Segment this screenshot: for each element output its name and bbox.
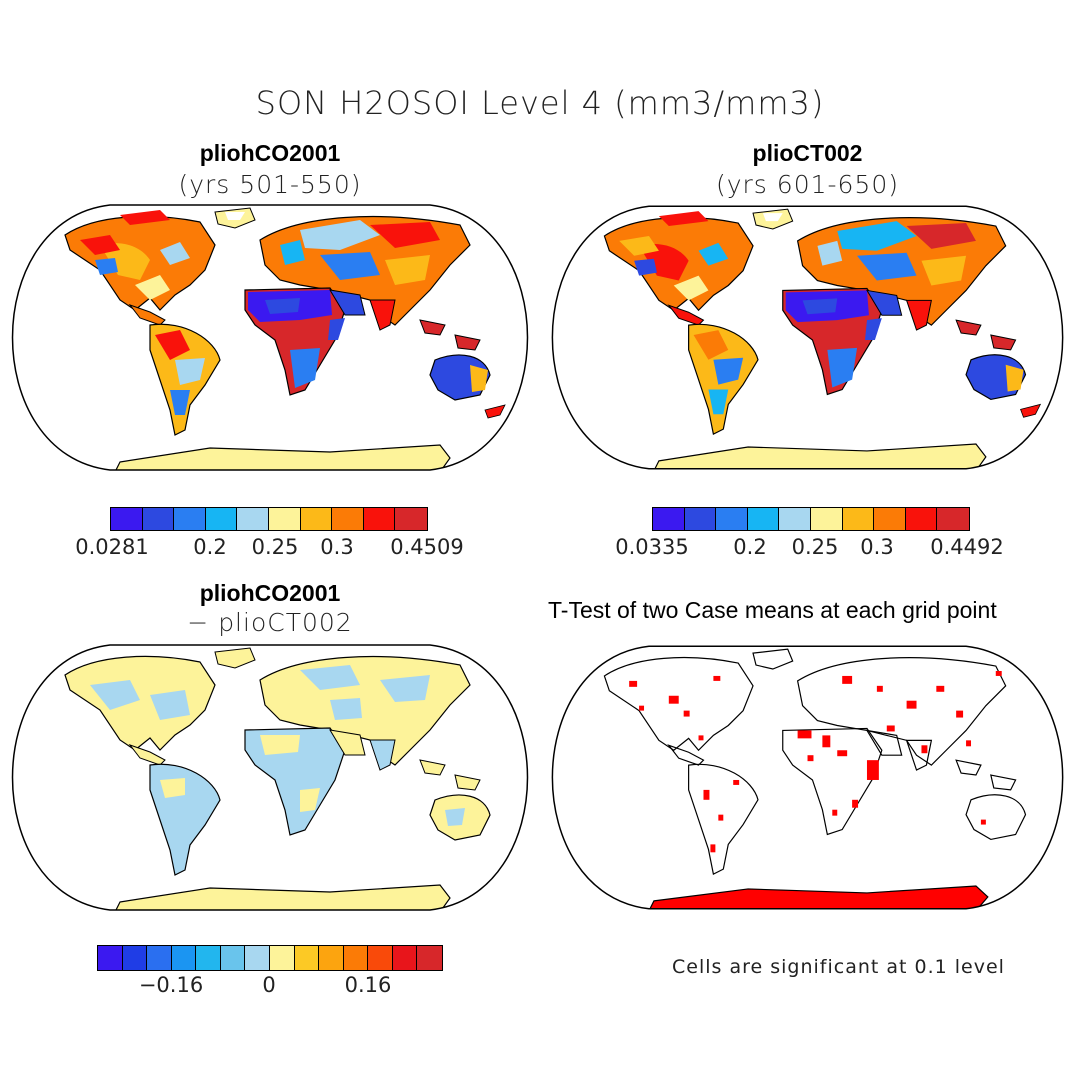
colorbar-swatch <box>684 508 717 530</box>
colorbar-tr <box>652 507 970 531</box>
colorbar-tl-labels: 0.0281 0.2 0.25 0.3 0.4509 <box>0 535 545 561</box>
map-tr <box>551 205 1064 470</box>
colorbar-swatch <box>245 946 270 970</box>
cbar-tl-label: 0.3 <box>320 535 354 559</box>
colorbar-swatch <box>220 946 246 970</box>
panel-tr-subtitle: (yrs 601-650) <box>715 170 899 199</box>
colorbar-swatch <box>171 946 197 970</box>
cbar-tr-label: 0.2 <box>733 535 767 559</box>
colorbar-swatch <box>905 508 938 530</box>
colorbar-swatch <box>205 508 238 530</box>
colorbar-tl <box>110 507 428 531</box>
map-tl <box>11 204 529 471</box>
cbar-tr-label: 0.25 <box>791 535 839 559</box>
colorbar-swatch <box>268 508 301 530</box>
colorbar-swatch <box>937 508 969 530</box>
colorbar-swatch <box>300 508 333 530</box>
cbar-tl-label: 0.4509 <box>390 535 464 559</box>
colorbar-swatch <box>98 946 123 970</box>
colorbar-swatch <box>810 508 843 530</box>
colorbar-swatch <box>842 508 875 530</box>
colorbar-swatch <box>147 946 172 970</box>
panel-br-title: T-Test of two Case means at each grid po… <box>548 597 997 623</box>
cbar-tr-label: 0.0335 <box>615 535 689 559</box>
cbar-tr-label: 0.3 <box>860 535 894 559</box>
significance-note: Cells are significant at 0.1 level <box>672 956 1005 978</box>
colorbar-swatch <box>779 508 811 530</box>
colorbar-swatch <box>368 946 393 970</box>
cbar-tl-label: 0.0281 <box>75 535 149 559</box>
cbar-tl-label: 0.2 <box>193 535 227 559</box>
panel-tr-title: plioCT002 <box>752 140 863 166</box>
cbar-bl-label: −0.16 <box>138 973 204 997</box>
colorbar-swatch <box>174 508 206 530</box>
colorbar-swatch <box>142 508 175 530</box>
colorbar-swatch <box>716 508 748 530</box>
colorbar-swatch <box>343 946 369 970</box>
panel-tl-subtitle: (yrs 501-550) <box>178 170 362 199</box>
cbar-bl-label: 0.16 <box>344 973 392 997</box>
colorbar-bl-labels: −0.16 0 0.16 <box>0 973 545 999</box>
map-bl <box>11 644 529 911</box>
panel-bl-subtitle: − plioCT002 <box>187 608 353 637</box>
colorbar-swatch <box>653 508 685 530</box>
colorbar-swatch <box>332 508 364 530</box>
colorbar-swatch <box>122 946 148 970</box>
colorbar-swatch <box>294 946 320 970</box>
colorbar-swatch <box>319 946 344 970</box>
cbar-bl-label: 0 <box>262 973 276 997</box>
colorbar-swatch <box>395 508 427 530</box>
panel-bl-title: pliohCO2001 <box>199 580 341 606</box>
colorbar-swatch <box>196 946 221 970</box>
colorbar-bl <box>97 945 443 971</box>
colorbar-tr-labels: 0.0335 0.2 0.25 0.3 0.4492 <box>540 535 1080 561</box>
cbar-tl-label: 0.25 <box>251 535 299 559</box>
colorbar-swatch <box>874 508 906 530</box>
cbar-tr-label: 0.4492 <box>930 535 1004 559</box>
panel-tl-title: pliohCO2001 <box>199 140 341 166</box>
colorbar-swatch <box>392 946 418 970</box>
main-title: SON H2OSOI Level 4 (mm3/mm3) <box>255 84 825 122</box>
colorbar-swatch <box>747 508 780 530</box>
map-br <box>551 645 1064 910</box>
colorbar-swatch <box>269 946 295 970</box>
colorbar-swatch <box>417 946 442 970</box>
colorbar-swatch <box>363 508 396 530</box>
colorbar-swatch <box>237 508 269 530</box>
colorbar-swatch <box>111 508 143 530</box>
